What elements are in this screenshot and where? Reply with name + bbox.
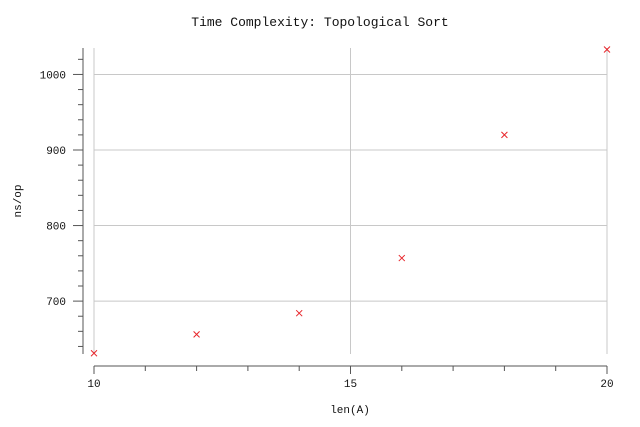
data-point (295, 309, 303, 317)
y-tick-label: 1000 (40, 70, 66, 82)
data-point (501, 131, 508, 139)
x-tick-label: 15 (344, 379, 357, 391)
grid-lines (93, 48, 608, 354)
y-tick-label: 900 (46, 146, 66, 158)
data-point (193, 331, 200, 338)
tick-labels: 700 800 900 1000 10 15 20 (40, 70, 614, 391)
data-point (90, 349, 98, 357)
x-tick-label: 20 (600, 379, 613, 391)
x-axis-label: len(A) (330, 405, 370, 417)
axes (82, 48, 607, 367)
tick-marks (73, 58, 608, 374)
data-point (398, 254, 406, 262)
x-tick-label: 10 (87, 379, 100, 391)
data-point (603, 46, 611, 53)
y-tick-label: 800 (46, 222, 66, 234)
y-axis-label: ns/op (13, 184, 25, 217)
y-tick-label: 700 (46, 297, 66, 309)
chart-title: Time Complexity: Topological Sort (191, 15, 448, 30)
data-points (90, 46, 611, 357)
